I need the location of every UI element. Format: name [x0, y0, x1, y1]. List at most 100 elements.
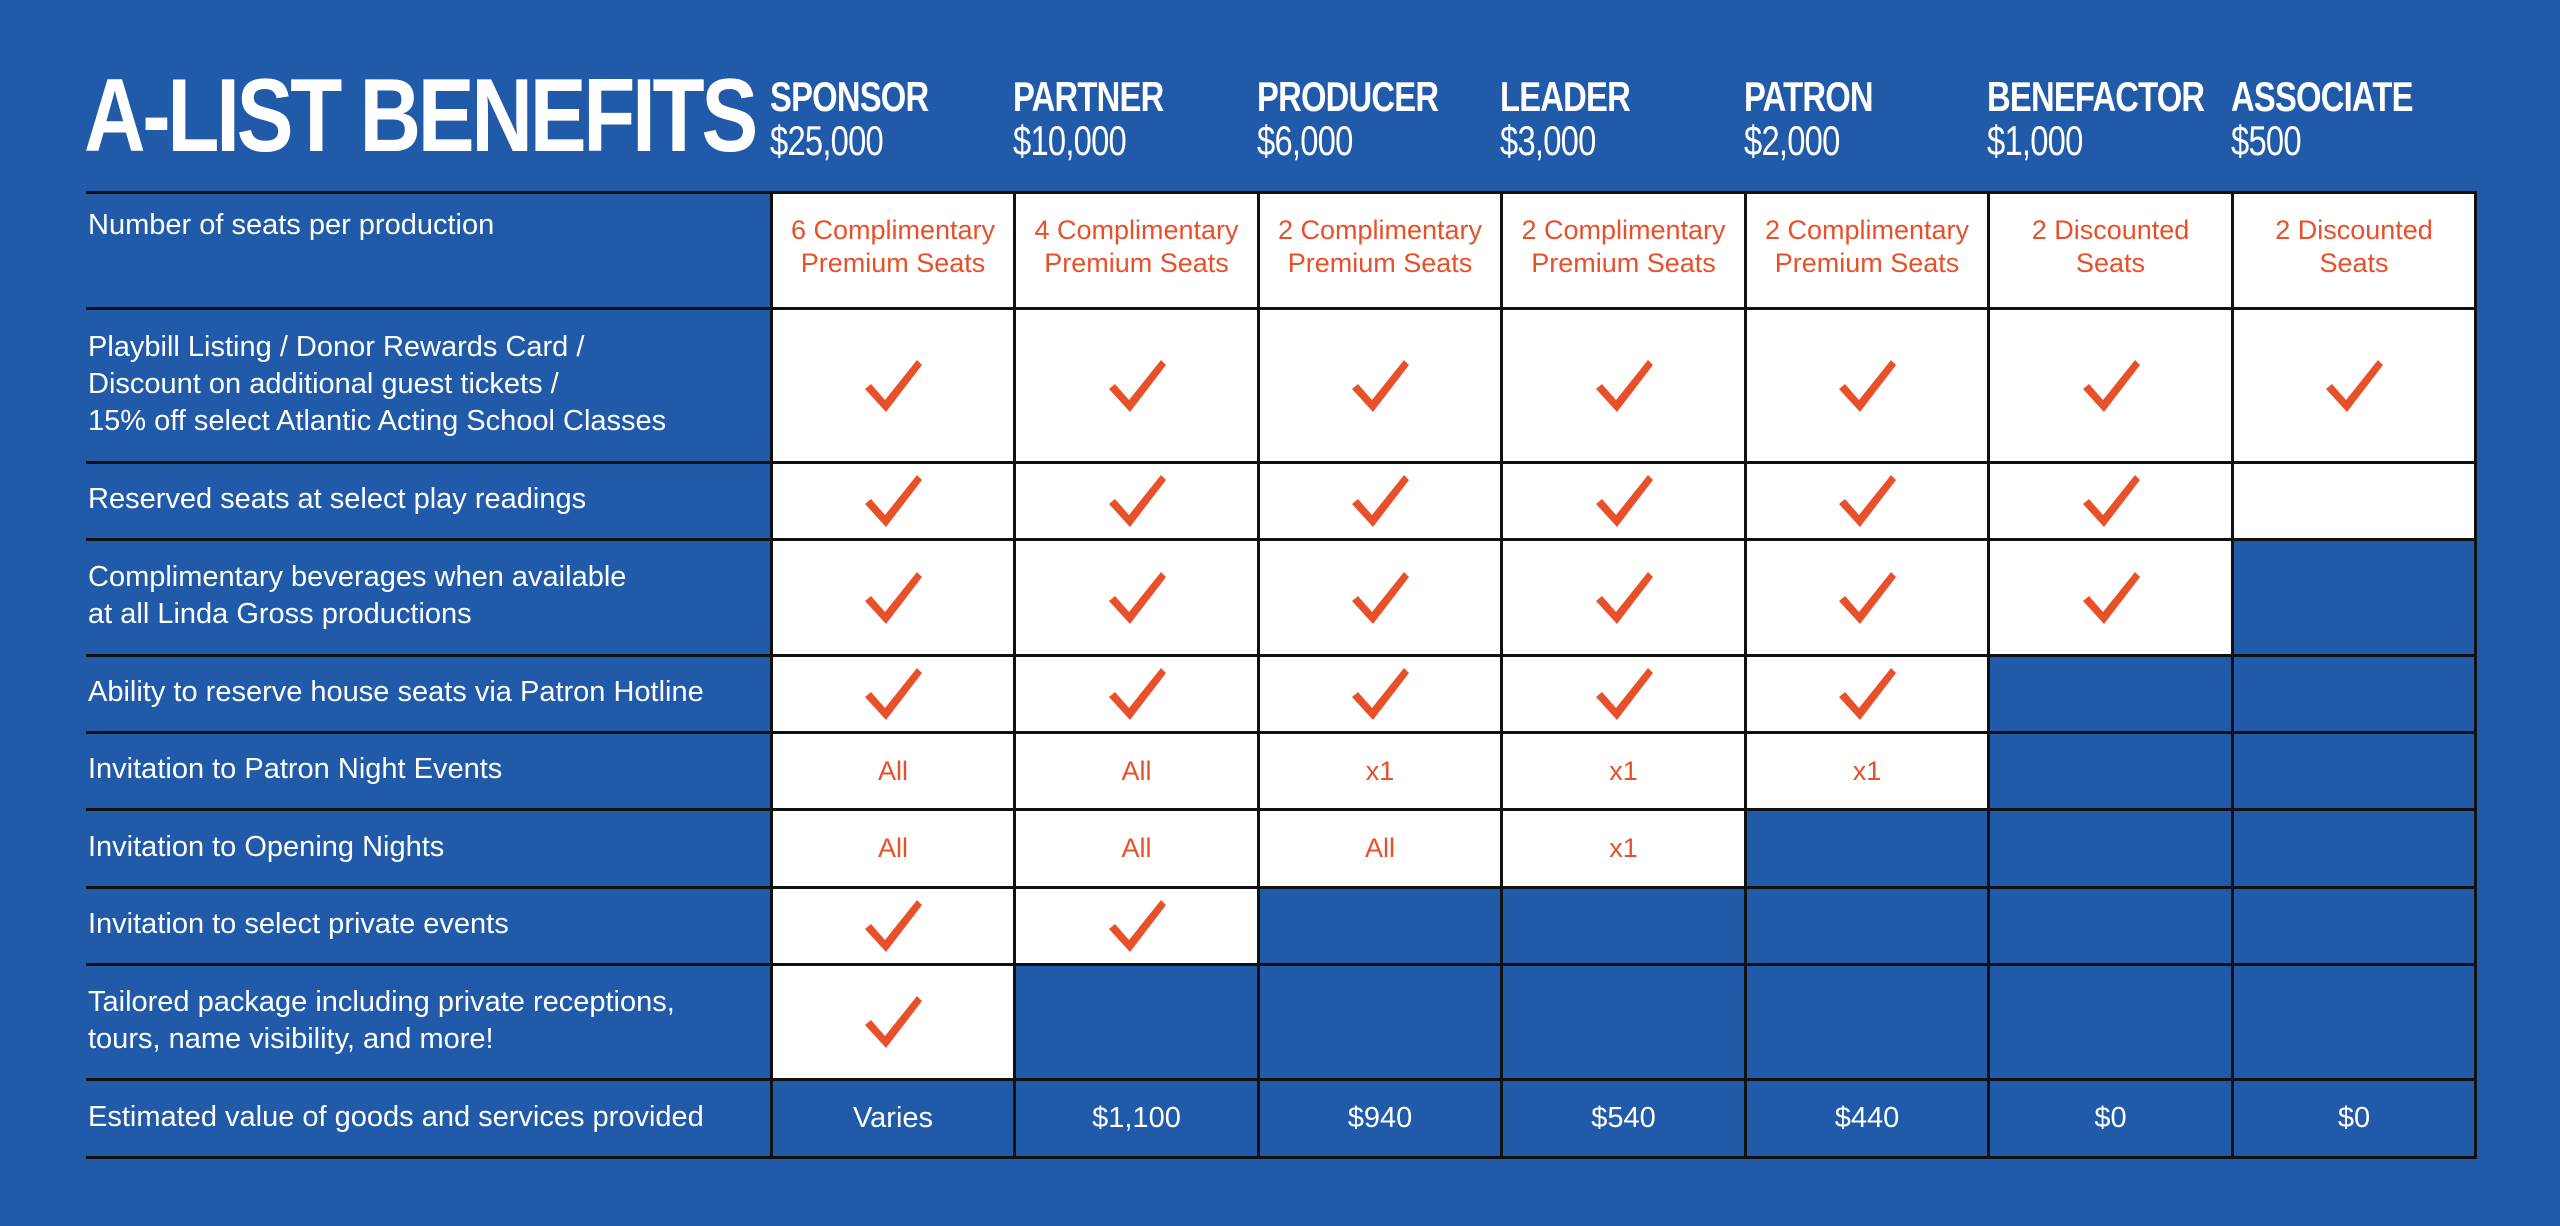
column-divider [2231, 191, 2234, 1159]
checkmark-icon [2326, 359, 2383, 412]
benefit-cell: 4 Complimentary Premium Seats [1016, 194, 1257, 307]
checkmark-icon [1595, 359, 1653, 412]
column-divider [2474, 191, 2477, 1159]
row-divider [86, 731, 2474, 734]
cell-text: 2 Complimentary Premium Seats [1521, 214, 1725, 280]
cell-text: 2 Complimentary Premium Seats [1765, 214, 1969, 280]
tier-name: PARTNER [1013, 73, 1164, 120]
benefit-cell [2234, 310, 2474, 461]
row-divider [86, 461, 2474, 464]
cell-text: All [878, 755, 908, 788]
cell-value: $540 [1591, 1102, 1656, 1135]
row-divider [86, 1156, 2474, 1159]
cell-text-line: All [1121, 833, 1152, 863]
benefit-cell [1016, 657, 1257, 731]
checkmark-icon [1108, 475, 1166, 527]
row-divider [86, 886, 2474, 889]
benefit-cell [1747, 541, 1987, 654]
benefit-cell [2234, 657, 2474, 731]
checkmark-icon [1595, 668, 1653, 720]
checkmark-icon [1595, 475, 1653, 527]
cell-text: 2 Discounted Seats [2275, 214, 2433, 280]
checkmark-icon [1352, 359, 1409, 412]
row-divider [86, 191, 2474, 194]
benefit-cell: 2 Discounted Seats [1990, 194, 2231, 307]
tier-header-benefactor: BENEFACTOR $1,000 [1987, 76, 2231, 162]
cell-text-line: 2 Complimentary [1764, 215, 1970, 245]
benefit-cell [1747, 811, 1987, 886]
cell-text-line: 6 Complimentary [790, 215, 996, 245]
tier-header-patron: PATRON $2,000 [1744, 76, 1988, 162]
benefit-cell: $940 [1260, 1081, 1500, 1156]
checkmark-icon [1839, 668, 1896, 720]
cell-text: 4 Complimentary Premium Seats [1034, 214, 1238, 280]
benefit-cell [1503, 966, 1744, 1078]
row-label-line: Invitation to select private events [88, 908, 509, 940]
cell-text: All [878, 832, 908, 865]
cell-text: x1 [1366, 755, 1395, 788]
cell-text: 6 Complimentary Premium Seats [791, 214, 995, 280]
cell-text-line: 2 Discounted [2031, 215, 2190, 245]
checkmark-icon [1108, 359, 1166, 412]
checkmark-icon [2082, 475, 2140, 527]
column-divider [1013, 191, 1016, 1159]
benefit-cell [1503, 657, 1744, 731]
benefit-cell: All [1016, 811, 1257, 886]
benefit-cell [1260, 541, 1500, 654]
benefit-cell [1990, 734, 2231, 808]
benefit-cell [1016, 541, 1257, 654]
cell-text-line: Seats [2319, 248, 2389, 278]
tier-price: $500 [2231, 117, 2302, 164]
cell-text-line: 2 Complimentary [1521, 215, 1726, 245]
tier-price: $3,000 [1500, 117, 1596, 164]
row-divider [86, 538, 2474, 541]
benefit-cell [1503, 464, 1744, 538]
column-divider [1500, 191, 1503, 1159]
checkmark-icon [865, 996, 922, 1048]
row-label-line: Complimentary beverages when available [88, 561, 627, 593]
benefit-cell [1990, 889, 2231, 963]
row-label-line: Reserved seats at select play readings [88, 483, 587, 515]
row-divider [86, 307, 2474, 310]
benefit-cell [1016, 310, 1257, 461]
checkmark-icon [1352, 668, 1409, 720]
row-label: Invitation to select private events [88, 906, 748, 943]
checkmark-icon [865, 359, 922, 412]
tier-header-leader: LEADER $3,000 [1500, 76, 1744, 162]
cell-text-line: 2 Discounted [2275, 215, 2433, 245]
cell-text-line: x1 [1609, 755, 1638, 786]
cell-value: Varies [853, 1102, 933, 1135]
benefit-cell [2234, 464, 2474, 538]
benefit-cell [1016, 889, 1257, 963]
benefit-cell [773, 541, 1013, 654]
cell-text-line: Varies [852, 1102, 934, 1134]
benefit-cell: All [1260, 811, 1500, 886]
checkmark-icon [1352, 571, 1409, 624]
cell-text-line: All [1364, 833, 1395, 863]
benefit-cell [1260, 310, 1500, 461]
checkmark-icon [1839, 359, 1896, 412]
cell-value: $1,100 [1092, 1102, 1181, 1135]
cell-text-line: 4 Complimentary [1034, 215, 1239, 245]
tier-price: $10,000 [1013, 117, 1127, 164]
benefit-cell: $0 [1990, 1081, 2231, 1156]
cell-text: x1 [1853, 755, 1882, 788]
benefit-cell: x1 [1747, 734, 1987, 808]
tier-header-producer: PRODUCER $6,000 [1257, 76, 1501, 162]
cell-text-line: x1 [1365, 755, 1395, 786]
column-divider [1987, 191, 1990, 1159]
tier-name: ASSOCIATE [2231, 73, 2413, 120]
cell-text-line: All [877, 833, 908, 863]
column-divider [1257, 191, 1260, 1159]
tier-price: $6,000 [1257, 117, 1353, 164]
row-label-line: 15% off select Atlantic Acting School Cl… [88, 404, 667, 437]
benefit-cell: 2 Complimentary Premium Seats [1747, 194, 1987, 307]
tier-name: PATRON [1744, 73, 1874, 120]
column-divider [770, 191, 773, 1159]
benefit-cell: 2 Complimentary Premium Seats [1260, 194, 1500, 307]
tier-price: $2,000 [1744, 117, 1840, 164]
benefit-cell [1747, 966, 1987, 1078]
row-label-line: Playbill Listing / Donor Rewards Card / [88, 330, 585, 363]
row-label-line: Discount on additional guest tickets / [88, 367, 559, 400]
cell-text: x1 [1609, 755, 1638, 788]
